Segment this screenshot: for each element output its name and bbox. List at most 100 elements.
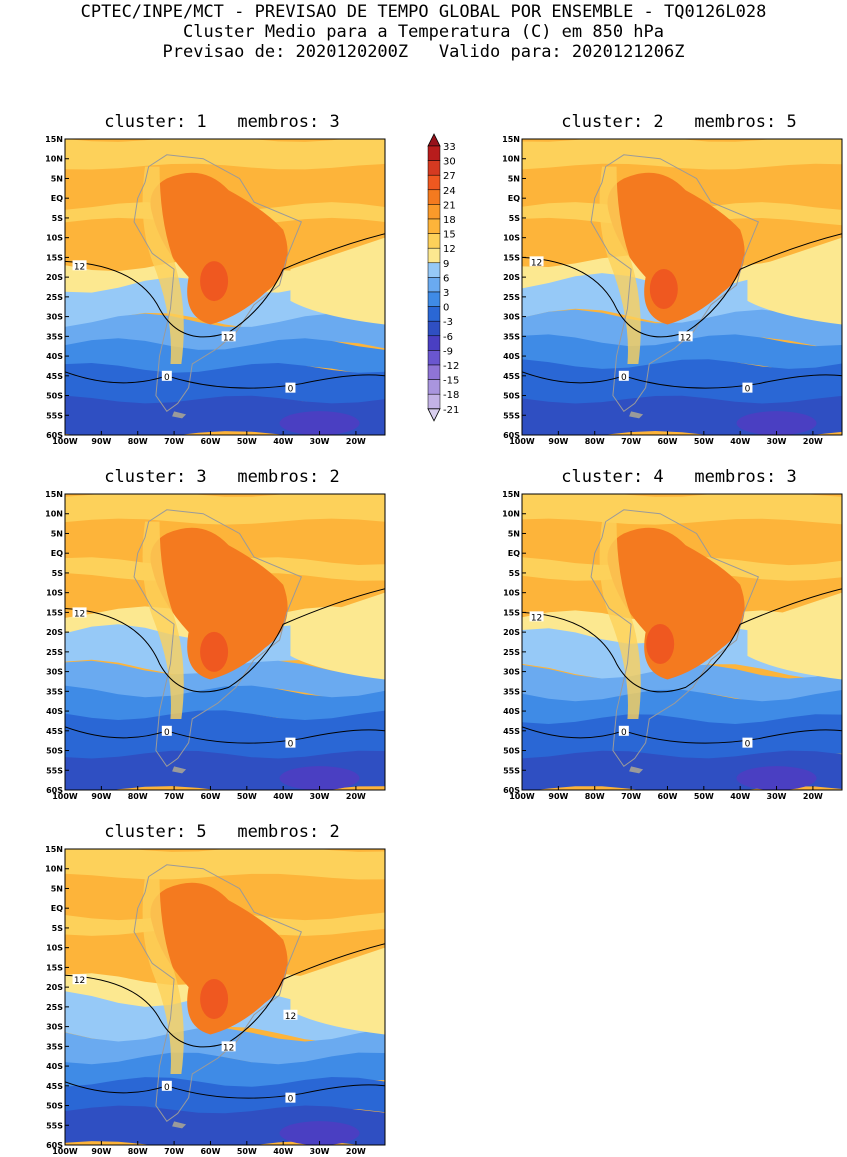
lat-tick-label: 15S: [46, 253, 63, 262]
contour-label-0: 0: [164, 728, 170, 738]
lat-tick-label: 30S: [46, 313, 63, 322]
lat-tick-label: 10S: [46, 234, 63, 243]
lon-tick-label: 50W: [694, 792, 714, 800]
colorbar-min-arrow: [427, 408, 441, 422]
colorbar-label: -3: [443, 317, 453, 328]
lat-tick-label: 40S: [46, 707, 63, 716]
lat-tick-label: 40S: [503, 707, 520, 716]
contour-label-0: 0: [164, 373, 170, 383]
lat-tick-label: 15S: [503, 608, 520, 617]
lon-tick-label: 90W: [548, 792, 568, 800]
lat-tick-label: 5S: [52, 569, 64, 578]
map-panel-cluster-4: 12 0 0 15N 10N 5N EQ 5S 10S 15S 20S 25S 30S 35S 40S 45S…: [502, 490, 843, 800]
colorbar-box: [427, 320, 441, 337]
lat-tick-label: 10N: [45, 865, 63, 874]
colorbar-box: [427, 218, 441, 234]
lat-tick-label: 15S: [46, 608, 63, 617]
lat-tick-label: EQ: [51, 904, 63, 913]
lon-tick-label: 30W: [767, 792, 787, 800]
colorbar-label: 30: [443, 157, 456, 168]
lon-tick-label: 20W: [346, 1147, 366, 1155]
contour-label-12: 12: [531, 258, 542, 268]
contour-label-0: 0: [288, 740, 294, 750]
colorbar-box: [427, 247, 441, 264]
colorbar-box: [427, 174, 441, 191]
lat-tick-label: 10S: [503, 589, 520, 598]
colorbar-box: [427, 145, 441, 161]
lat-tick-label: 40S: [503, 352, 520, 361]
lat-tick-label: 15N: [45, 490, 63, 499]
colorbar-label: -18: [443, 390, 459, 401]
colorbar-label: -9: [443, 346, 453, 357]
lat-tick-label: 60S: [46, 786, 63, 795]
colorbar-label: -15: [443, 376, 459, 387]
lon-tick-label: 60W: [200, 1147, 220, 1155]
colorbar-label: -6: [443, 332, 453, 343]
colorbar-label: -21: [443, 405, 459, 416]
lat-tick-label: 45S: [46, 372, 63, 381]
lat-tick-label: 10S: [46, 944, 63, 953]
panel-1-title: cluster: 1 membros: 3: [104, 112, 340, 132]
colorbar-box: [427, 189, 441, 205]
lat-tick-label: 5S: [52, 214, 64, 223]
lat-tick-label: 20S: [503, 273, 520, 282]
lon-tick-label: 30W: [310, 1147, 330, 1155]
lat-tick-label: 55S: [46, 1121, 63, 1130]
lat-tick-label: 60S: [46, 431, 63, 440]
lat-tick-label: 15N: [45, 135, 63, 144]
lat-tick-label: 5N: [51, 884, 63, 893]
lat-tick-label: 25S: [46, 1003, 63, 1012]
lon-tick-label: 80W: [128, 792, 148, 800]
panel-5-title: cluster: 5 membros: 2: [104, 822, 340, 842]
lat-tick-label: 55S: [503, 411, 520, 420]
contour-label-0: 0: [288, 1095, 294, 1105]
header-line-1: CPTEC/INPE/MCT - PREVISAO DE TEMPO GLOBA…: [80, 2, 767, 22]
lon-tick-label: 90W: [548, 437, 568, 445]
lat-tick-label: 55S: [503, 766, 520, 775]
lon-tick-label: 50W: [237, 1147, 257, 1155]
lon-tick-label: 80W: [128, 437, 148, 445]
lon-tick-label: 40W: [273, 437, 293, 445]
colorbar-box: [427, 379, 441, 395]
contour-label-0: 0: [745, 740, 751, 750]
lat-tick-label: 45S: [503, 372, 520, 381]
header-line-3: Previsao de: 2020120200Z Valido para: 20…: [162, 42, 685, 62]
lon-tick-label: 70W: [621, 792, 641, 800]
lat-tick-label: 10N: [502, 155, 520, 164]
colorbar-max-arrow: [427, 133, 441, 147]
lon-tick-label: 70W: [621, 437, 641, 445]
lon-tick-label: 20W: [803, 437, 823, 445]
colorbar-box: [427, 204, 441, 220]
panel-3-title: cluster: 3 membros: 2: [104, 467, 340, 487]
contour-label-0: 0: [621, 728, 627, 738]
lon-tick-label: 100W: [52, 792, 78, 800]
panel-2-title: cluster: 2 membros: 5: [561, 112, 797, 132]
lat-tick-label: 20S: [46, 273, 63, 282]
lon-tick-label: 40W: [273, 1147, 293, 1155]
lat-tick-label: 30S: [46, 1023, 63, 1032]
lat-tick-label: 5N: [508, 174, 520, 183]
lon-tick-label: 90W: [91, 437, 111, 445]
lat-tick-label: 60S: [503, 431, 520, 440]
lat-tick-label: 35S: [503, 332, 520, 341]
colorbar-box: [427, 350, 441, 366]
lat-tick-label: 55S: [46, 411, 63, 420]
lat-tick-label: 30S: [503, 313, 520, 322]
colorbar-box: [427, 291, 441, 307]
lon-tick-label: 100W: [52, 437, 78, 445]
lat-tick-label: 50S: [503, 392, 520, 401]
lon-tick-label: 100W: [509, 792, 535, 800]
lat-tick-label: 10N: [45, 510, 63, 519]
lon-tick-label: 80W: [585, 437, 605, 445]
lat-tick-label: EQ: [51, 549, 63, 558]
lon-tick-label: 40W: [730, 437, 750, 445]
lat-tick-label: 5S: [509, 569, 521, 578]
colorbar-label: 21: [443, 200, 456, 211]
lon-tick-label: 20W: [346, 437, 366, 445]
map-panel-cluster-2: 12 12 0 0 15N 10N 5N EQ 5S 10S 15S 20S 25S 30S 35S 40S 4…: [502, 135, 843, 445]
lon-tick-label: 60W: [657, 792, 677, 800]
map-panel-cluster-3: 12 0 0 15N 10N 5N EQ 5S 10S 15S 20S 25S 30S 35S 40S 45S…: [45, 490, 386, 800]
lat-tick-label: 30S: [503, 668, 520, 677]
contour-label-12: 12: [74, 609, 85, 619]
